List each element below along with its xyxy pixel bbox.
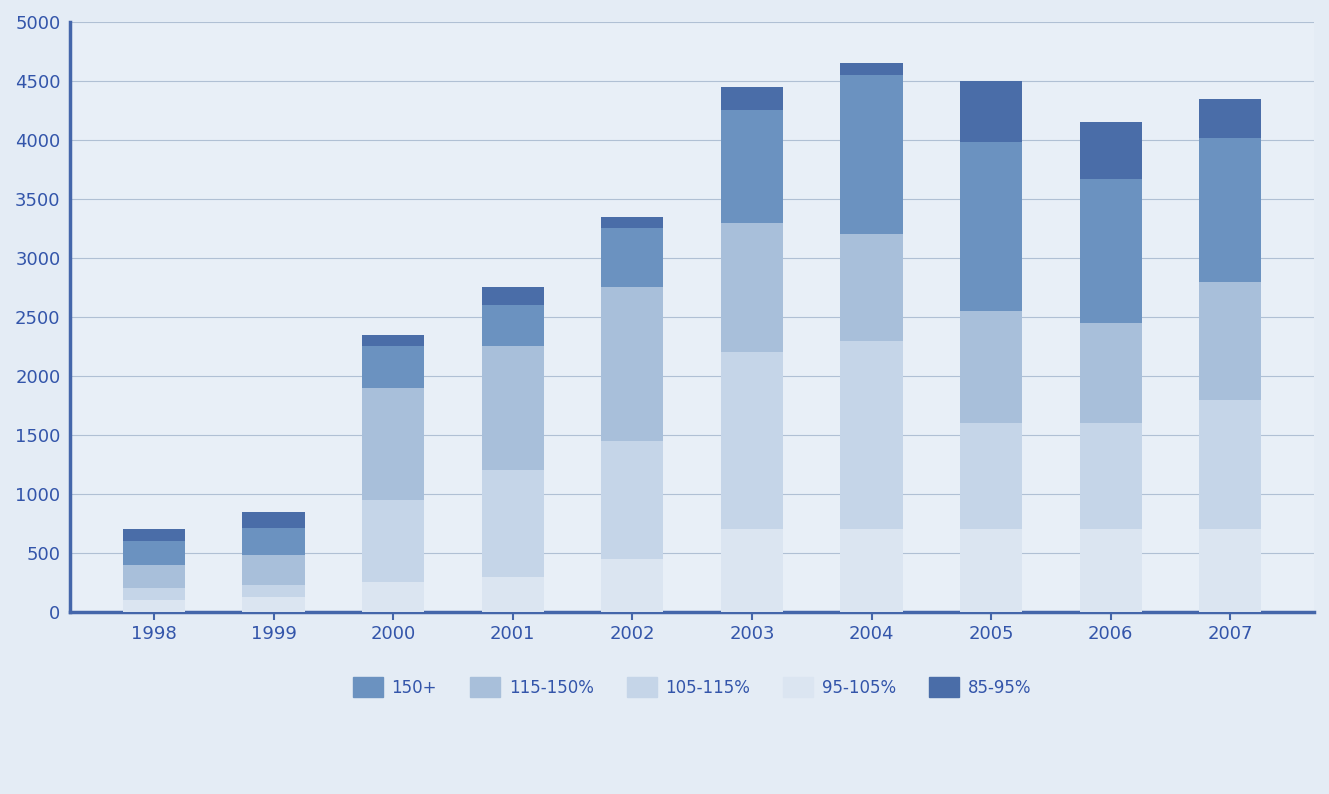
- Bar: [481, 576, 544, 612]
- Bar: [1079, 530, 1142, 612]
- Bar: [481, 305, 544, 346]
- Bar: [601, 217, 663, 229]
- Bar: [601, 441, 663, 559]
- Bar: [122, 530, 185, 542]
- Bar: [720, 87, 783, 110]
- Bar: [960, 530, 1022, 612]
- Bar: [242, 596, 304, 612]
- Bar: [122, 600, 185, 612]
- Bar: [1079, 122, 1142, 179]
- Bar: [840, 234, 902, 341]
- Bar: [361, 346, 424, 387]
- Bar: [720, 110, 783, 222]
- Bar: [601, 287, 663, 441]
- Bar: [960, 81, 1022, 142]
- Bar: [361, 583, 424, 612]
- Bar: [960, 311, 1022, 423]
- Bar: [840, 530, 902, 612]
- Bar: [601, 229, 663, 287]
- Bar: [1079, 423, 1142, 530]
- Bar: [960, 423, 1022, 530]
- Bar: [361, 500, 424, 583]
- Bar: [840, 75, 902, 234]
- Bar: [601, 559, 663, 612]
- Bar: [720, 353, 783, 530]
- Bar: [1199, 282, 1261, 399]
- Bar: [1199, 98, 1261, 137]
- Bar: [122, 542, 185, 565]
- Bar: [122, 588, 185, 600]
- Bar: [481, 346, 544, 470]
- Bar: [840, 64, 902, 75]
- Bar: [242, 528, 304, 555]
- Bar: [1199, 530, 1261, 612]
- Bar: [361, 334, 424, 346]
- Bar: [242, 555, 304, 585]
- Bar: [481, 470, 544, 576]
- Bar: [481, 287, 544, 305]
- Bar: [720, 530, 783, 612]
- Bar: [840, 341, 902, 530]
- Bar: [242, 511, 304, 528]
- Bar: [1079, 323, 1142, 423]
- Bar: [122, 565, 185, 588]
- Bar: [361, 387, 424, 500]
- Bar: [1079, 179, 1142, 323]
- Bar: [960, 142, 1022, 311]
- Bar: [1199, 137, 1261, 282]
- Bar: [242, 585, 304, 596]
- Bar: [1199, 399, 1261, 530]
- Bar: [720, 222, 783, 353]
- Legend: 150+, 115-150%, 105-115%, 95-105%, 85-95%: 150+, 115-150%, 105-115%, 95-105%, 85-95…: [347, 670, 1038, 704]
